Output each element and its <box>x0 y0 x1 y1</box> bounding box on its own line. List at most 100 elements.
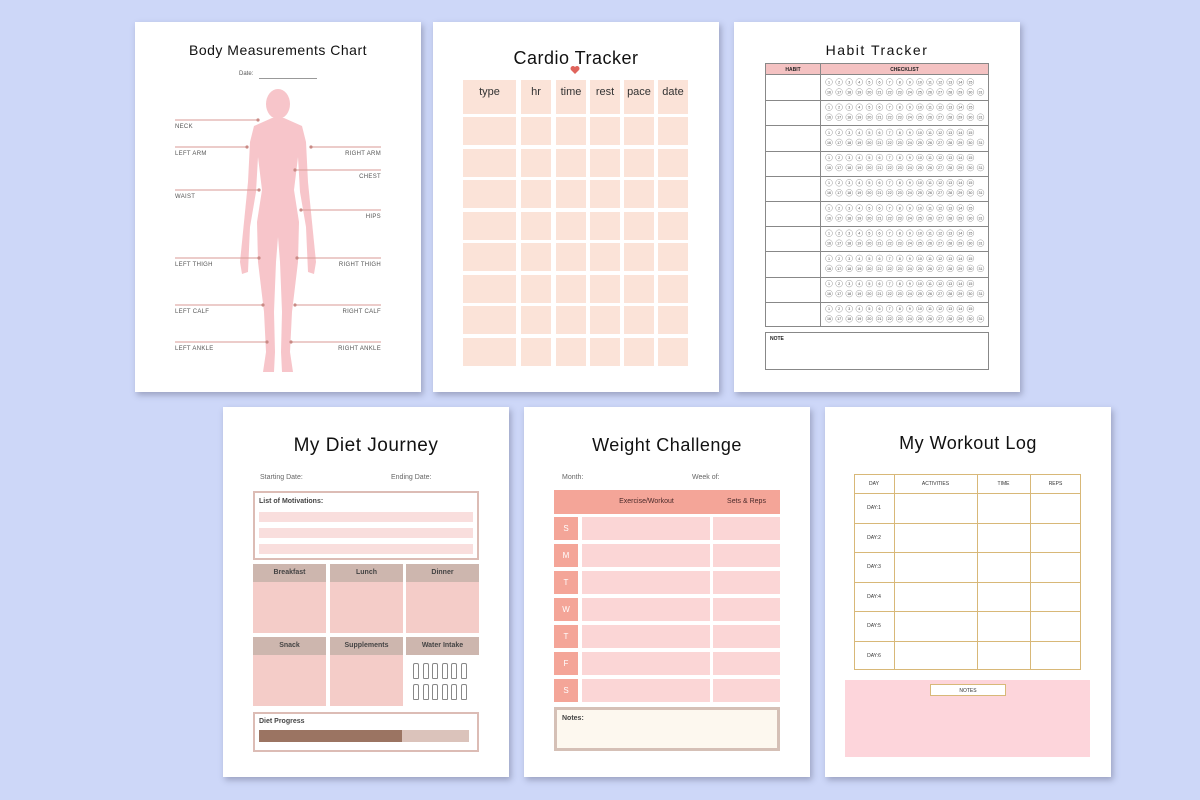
day-circle <box>896 113 904 121</box>
tracker-cell <box>521 337 551 366</box>
header-cell: date <box>658 80 688 114</box>
measure-dot <box>309 145 313 149</box>
day-number: 21 <box>878 90 882 94</box>
day-number: 18 <box>847 317 851 321</box>
heart-icon <box>570 66 580 74</box>
sets-cell <box>713 679 780 702</box>
day-number: 21 <box>878 267 882 271</box>
day-number: 30 <box>968 116 972 120</box>
tracker-cell <box>463 274 516 303</box>
day-label: DAY:2 <box>867 534 881 541</box>
day-number: 21 <box>878 292 882 296</box>
day-circle <box>885 163 894 172</box>
day-number: 22 <box>888 166 892 170</box>
day-circle <box>906 153 914 162</box>
tracker-cell <box>521 117 551 145</box>
day-number: 2 <box>838 156 840 160</box>
day-circle <box>916 289 924 298</box>
exercise-cell <box>582 625 710 648</box>
day-circle <box>875 88 884 96</box>
day-number: 8 <box>899 156 901 160</box>
day-circle <box>825 88 833 96</box>
day-circle <box>906 163 914 172</box>
day-circle <box>926 103 934 111</box>
day-number: 7 <box>889 156 891 160</box>
tracker-cell <box>624 274 654 303</box>
day-number: 24 <box>908 166 912 170</box>
day-circle <box>845 204 853 212</box>
day-circle <box>906 128 914 137</box>
day-circle <box>896 229 904 237</box>
day-number: 12 <box>938 131 942 135</box>
header-cell: Exercise/Workout <box>619 498 674 505</box>
day-number: 9 <box>909 106 911 110</box>
day-number: 17 <box>837 292 841 296</box>
day-number: 25 <box>918 166 922 170</box>
day-number: 13 <box>948 232 952 236</box>
day-circle <box>896 78 904 86</box>
water-bottle <box>422 663 429 679</box>
day-number: 24 <box>908 216 912 220</box>
day-circle <box>845 289 853 298</box>
day-number: 11 <box>928 156 932 160</box>
day-number: 4 <box>858 131 860 135</box>
day-box: T <box>554 571 578 594</box>
day-number: 12 <box>938 232 942 236</box>
day-circle <box>845 305 853 313</box>
day-circle <box>906 305 914 313</box>
header-bar <box>554 490 780 514</box>
measure-dot <box>295 256 299 260</box>
day-number: 6 <box>879 206 881 210</box>
day-circle <box>926 138 934 147</box>
day-circle <box>865 289 874 298</box>
measure-dot <box>265 340 269 344</box>
measure-label: RIGHT THIGH <box>338 262 381 268</box>
day-number: 24 <box>908 141 912 145</box>
day-circle <box>896 138 904 147</box>
day-circle <box>865 103 874 111</box>
row-divider <box>854 581 1081 583</box>
day-number: 6 <box>879 307 881 311</box>
day-circle <box>936 279 944 288</box>
day-circle <box>976 289 985 298</box>
meal-body <box>330 655 403 706</box>
measure-label: LEFT ANKLE <box>175 346 214 352</box>
day-number: 3 <box>848 181 850 185</box>
day-circle <box>976 239 985 247</box>
day-box: W <box>554 598 578 621</box>
day-number: 15 <box>968 307 972 311</box>
day-circle <box>946 264 954 273</box>
day-circle <box>976 113 985 121</box>
day-number: 6 <box>879 282 881 286</box>
day-number: 12 <box>938 307 942 311</box>
day-circle <box>896 315 904 323</box>
day-number: 16 <box>827 267 831 271</box>
row-divider <box>854 522 1081 524</box>
tracker-cell <box>624 117 654 145</box>
row-divider <box>854 493 1081 494</box>
day-circle <box>855 153 863 162</box>
day-number: 1 <box>828 156 830 160</box>
tracker-cell <box>590 274 620 303</box>
day-number: 8 <box>899 106 901 110</box>
day-number: 28 <box>948 317 952 321</box>
day-circle <box>855 103 863 111</box>
water-bottle <box>432 663 438 679</box>
day-box: S <box>554 679 578 702</box>
day-circle <box>926 128 934 137</box>
day-circle <box>865 113 874 121</box>
day-circle <box>885 128 894 137</box>
day-circle <box>926 214 934 222</box>
day-number: 29 <box>958 191 962 195</box>
day-number: 17 <box>837 191 841 195</box>
day-number: 16 <box>827 166 831 170</box>
water-bottle <box>413 663 419 679</box>
day-number: 20 <box>867 116 871 120</box>
day-circle <box>946 305 954 313</box>
page-title: Weight Challenge <box>592 435 742 455</box>
sets-cell <box>713 598 780 621</box>
day-circle <box>835 153 843 162</box>
day-number: 3 <box>848 232 850 236</box>
measure-label: HIPS <box>365 214 381 220</box>
day-circle <box>906 138 914 147</box>
